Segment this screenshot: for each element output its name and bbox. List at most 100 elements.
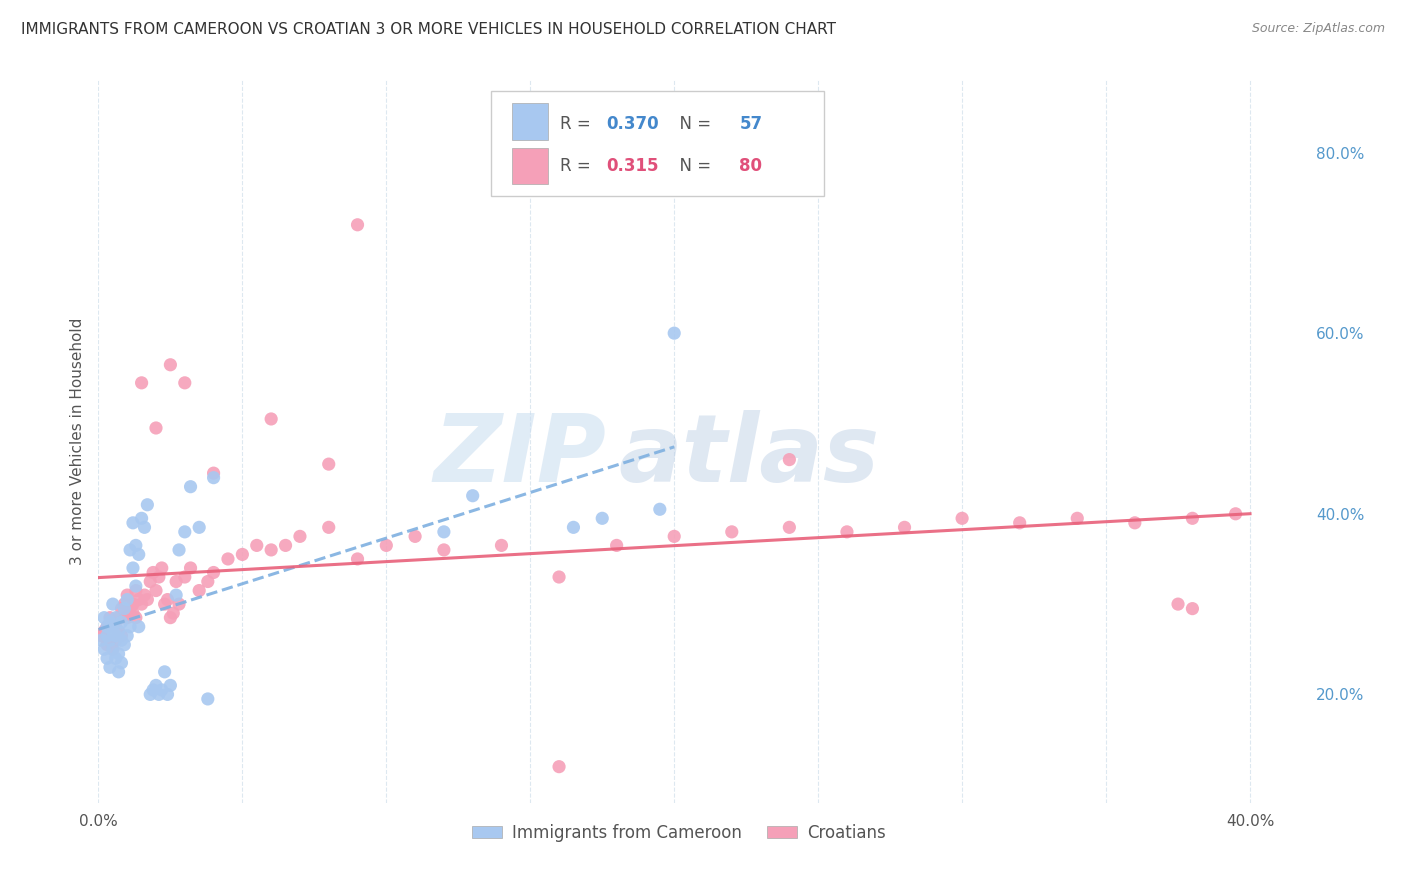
Point <box>96 620 118 634</box>
Point <box>202 566 225 580</box>
Point <box>131 511 153 525</box>
Point <box>125 583 148 598</box>
Text: 80: 80 <box>740 157 762 175</box>
Point <box>548 570 571 584</box>
Point <box>104 620 127 634</box>
Text: N =: N = <box>669 115 717 133</box>
Point <box>136 498 159 512</box>
Point <box>318 520 340 534</box>
Point <box>98 660 121 674</box>
Point <box>120 620 142 634</box>
Point <box>950 511 973 525</box>
Point <box>96 638 118 652</box>
Point <box>180 561 202 575</box>
Point <box>148 687 170 701</box>
Text: 0.370: 0.370 <box>606 115 659 133</box>
Point <box>260 542 283 557</box>
Point <box>648 502 671 516</box>
Point <box>115 588 138 602</box>
Point <box>98 633 121 648</box>
Text: 57: 57 <box>740 115 762 133</box>
Point <box>173 570 195 584</box>
Point <box>101 624 124 639</box>
Point <box>197 574 219 589</box>
Point <box>98 633 121 648</box>
Text: Source: ZipAtlas.com: Source: ZipAtlas.com <box>1251 22 1385 36</box>
Point <box>110 615 132 630</box>
Point <box>150 561 173 575</box>
Point <box>107 610 129 624</box>
Point <box>664 326 686 341</box>
Point <box>139 687 162 701</box>
Point <box>134 588 156 602</box>
Point <box>96 629 118 643</box>
Point <box>136 592 159 607</box>
Point <box>318 457 340 471</box>
Point <box>1123 516 1146 530</box>
Point <box>433 524 456 539</box>
Point <box>122 516 145 530</box>
Point <box>145 678 167 692</box>
Point <box>96 620 118 634</box>
Point <box>122 561 145 575</box>
Point <box>260 412 283 426</box>
Point <box>122 606 145 620</box>
Text: ZIP: ZIP <box>433 410 606 502</box>
Point <box>159 358 181 372</box>
Point <box>375 538 398 552</box>
Point <box>93 610 115 624</box>
Point <box>1225 507 1247 521</box>
Point <box>461 489 484 503</box>
FancyBboxPatch shape <box>512 148 548 185</box>
Point <box>145 421 167 435</box>
Point <box>104 610 127 624</box>
Point <box>128 592 150 607</box>
Point <box>125 579 148 593</box>
Point <box>217 552 239 566</box>
Point <box>835 524 858 539</box>
Point <box>1066 511 1088 525</box>
Point <box>110 601 132 615</box>
Point <box>778 520 800 534</box>
Point <box>202 471 225 485</box>
Text: R =: R = <box>561 115 596 133</box>
Point <box>159 678 181 692</box>
Point <box>98 610 121 624</box>
Legend: Immigrants from Cameroon, Croatians: Immigrants from Cameroon, Croatians <box>465 817 893 848</box>
Point <box>433 542 456 557</box>
Point <box>101 597 124 611</box>
Point <box>1008 516 1031 530</box>
Text: 0.315: 0.315 <box>606 157 659 175</box>
Text: R =: R = <box>561 157 596 175</box>
Point <box>893 520 915 534</box>
Point <box>104 651 127 665</box>
Point <box>112 638 135 652</box>
Point <box>274 538 297 552</box>
Point <box>346 552 368 566</box>
Point <box>122 597 145 611</box>
Point <box>110 633 132 648</box>
Point <box>142 682 165 697</box>
Point <box>150 682 173 697</box>
Point <box>404 529 426 543</box>
Point <box>153 597 176 611</box>
Point <box>1181 511 1204 525</box>
Point <box>107 665 129 679</box>
Point <box>90 629 112 643</box>
Point <box>153 665 176 679</box>
Point <box>112 601 135 615</box>
Point <box>246 538 269 552</box>
Point <box>606 538 628 552</box>
Point <box>131 597 153 611</box>
Point <box>162 606 184 620</box>
Point <box>156 592 179 607</box>
Point <box>173 524 195 539</box>
FancyBboxPatch shape <box>492 91 824 196</box>
Point <box>101 642 124 657</box>
Point <box>167 597 190 611</box>
Point <box>120 542 142 557</box>
Point <box>101 642 124 657</box>
Point <box>104 633 127 648</box>
Point <box>562 520 585 534</box>
Point <box>148 570 170 584</box>
